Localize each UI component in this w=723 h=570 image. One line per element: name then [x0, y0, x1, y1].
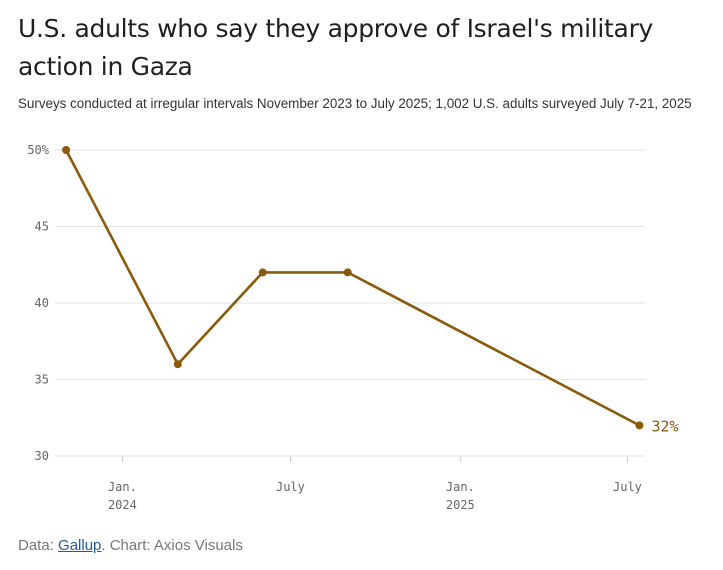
x-tick-label-1: July [276, 480, 305, 494]
x-tick-label-0: Jan. [108, 480, 137, 494]
chart-footer: Data: Gallup. Chart: Axios Visuals [18, 537, 243, 554]
x-tick-sublabel-0: 2024 [108, 498, 137, 512]
chart-subtitle: Surveys conducted at irregular intervals… [18, 96, 692, 111]
footer-chart-credit: . Chart: Axios Visuals [101, 537, 243, 554]
y-tick-label-0: 50% [27, 143, 49, 157]
x-tick-sublabel-2: 2025 [446, 498, 475, 512]
data-point-0-1 [173, 360, 182, 369]
y-tick-label-4: 30 [35, 449, 49, 463]
data-point-0-0 [62, 146, 71, 154]
y-tick-label-3: 35 [35, 373, 49, 387]
source-link[interactable]: Gallup [58, 537, 102, 554]
end-value-label: 32% [651, 417, 678, 435]
line-chart: 50% 45 40 35 30 Jan. 2024 July Jan. 2025 July 32% [27, 143, 678, 512]
end-labels: 32% [651, 417, 678, 435]
series-points [62, 146, 644, 430]
series-line-0 [64, 148, 641, 427]
data-point-0-2 [258, 268, 267, 277]
series-lines [64, 148, 641, 427]
data-point-0-4 [635, 421, 644, 430]
grid-lines [55, 149, 645, 457]
chart-title: U.S. adults who say they approve of Isra… [18, 14, 654, 81]
footer-data-prefix: Data: [18, 537, 59, 554]
y-axis-ticks: 50% 45 40 35 30 [27, 143, 49, 463]
y-tick-label-1: 45 [35, 220, 49, 234]
x-axis-ticks: Jan. 2024 July Jan. 2025 July [108, 456, 642, 512]
y-tick-label-2: 40 [35, 296, 49, 310]
data-point-0-3 [343, 268, 352, 277]
x-tick-label-2: Jan. [446, 480, 475, 494]
x-tick-label-3: July [613, 480, 642, 494]
